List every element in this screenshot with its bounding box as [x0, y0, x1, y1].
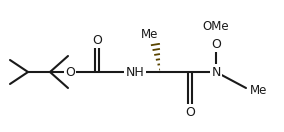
Text: O: O — [65, 65, 75, 79]
Text: O: O — [92, 34, 102, 46]
Text: O: O — [185, 105, 195, 119]
Text: Me: Me — [250, 84, 267, 98]
Text: Me: Me — [141, 29, 159, 41]
Text: N: N — [211, 65, 221, 79]
Text: O: O — [211, 37, 221, 51]
Text: OMe: OMe — [203, 20, 229, 34]
Text: NH: NH — [126, 65, 144, 79]
